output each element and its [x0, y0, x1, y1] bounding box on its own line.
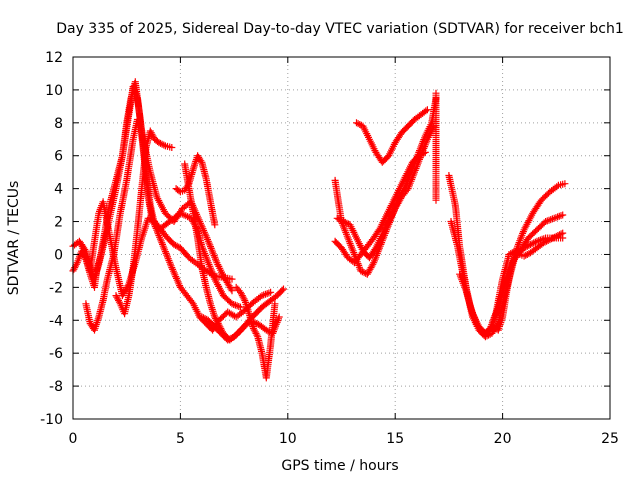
chart-title: Day 335 of 2025, Sidereal Day-to-day VTE… [56, 21, 624, 37]
y-tick-label: 10 [45, 83, 63, 99]
x-axis-label: GPS time / hours [281, 458, 398, 474]
y-tick-label: -8 [49, 379, 63, 395]
y-tick-label: 12 [45, 50, 63, 66]
y-tick-label: -4 [49, 313, 63, 329]
data-points [69, 78, 569, 382]
series-markers [198, 313, 283, 344]
tick-labels: 0 5 10 15 20 25 -10 -8 -6 -4 -2 0 2 4 6 8 10 12 [40, 50, 619, 447]
x-tick-label: 0 [69, 431, 78, 447]
x-tick-label: 25 [601, 431, 619, 447]
axes [72, 56, 611, 420]
series-s14 [432, 89, 440, 204]
plot-border [72, 56, 611, 420]
x-tick-label: 5 [176, 431, 185, 447]
series-markers [112, 127, 176, 318]
y-tick-label: 2 [54, 215, 63, 231]
series-markers [353, 106, 431, 166]
y-tick-label: -6 [49, 346, 63, 362]
series-markers [432, 89, 440, 204]
x-tick-label: 10 [279, 431, 297, 447]
y-tick-label: 6 [54, 149, 63, 165]
series-s9 [198, 313, 283, 344]
x-tick-label: 20 [494, 431, 512, 447]
y-tick-label: 0 [54, 247, 63, 263]
series-s10 [331, 94, 440, 278]
y-tick-label: 8 [54, 116, 63, 132]
y-axis-label: SDTVAR / TECUs [6, 181, 22, 296]
series-s13 [353, 106, 431, 166]
series-markers [331, 148, 429, 267]
y-tick-label: 4 [54, 182, 63, 198]
y-tick-label: -10 [40, 412, 63, 428]
series-s18 [490, 229, 567, 334]
series-markers [331, 94, 440, 278]
series-s5 [112, 127, 176, 318]
series-s12 [331, 148, 429, 267]
x-tick-label: 15 [386, 431, 404, 447]
series-markers [490, 229, 567, 334]
y-tick-label: -2 [49, 280, 63, 296]
